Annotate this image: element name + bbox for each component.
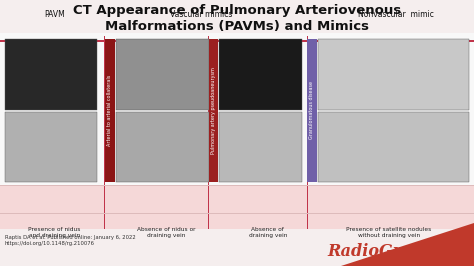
Text: CT Appearance of Pulmonary Arteriovenous: CT Appearance of Pulmonary Arteriovenous: [73, 4, 401, 17]
Bar: [0, 0, 474, 41]
Bar: [104, 36, 105, 229]
Bar: [116, 39, 209, 110]
Bar: [5, 112, 97, 182]
Text: Malformations (PAVMs) and Mimics: Malformations (PAVMs) and Mimics: [105, 20, 369, 33]
Bar: [307, 36, 308, 229]
Bar: [0, 213, 474, 214]
Bar: [307, 39, 317, 182]
Bar: [116, 112, 209, 182]
Bar: [0, 33, 474, 185]
Text: Presence of nidus
and draining vein: Presence of nidus and draining vein: [28, 227, 81, 238]
Text: Pulmonary artery pseudoaneurysm: Pulmonary artery pseudoaneurysm: [211, 67, 216, 154]
Text: Vascular mimics: Vascular mimics: [170, 10, 233, 19]
Text: Granulomatous disease: Granulomatous disease: [310, 81, 314, 139]
Bar: [208, 36, 209, 229]
Bar: [209, 39, 218, 182]
Bar: [0, 185, 474, 186]
Text: Absence of
draining vein: Absence of draining vein: [249, 227, 287, 238]
Text: Nonvascular  mimic: Nonvascular mimic: [358, 10, 434, 19]
Bar: [5, 39, 97, 110]
Bar: [0, 36, 474, 229]
Bar: [219, 39, 302, 110]
Bar: [0, 229, 474, 266]
Text: Absence of nidus or
draining vein: Absence of nidus or draining vein: [137, 227, 195, 238]
Polygon shape: [341, 223, 474, 266]
Bar: [105, 39, 115, 182]
Text: RadioGraphics: RadioGraphics: [328, 243, 460, 260]
Text: Raptis DA et al. Published online: January 6, 2022
https://doi.org/10.1148/rg.21: Raptis DA et al. Published online: Janua…: [5, 235, 136, 246]
Bar: [318, 39, 469, 110]
Bar: [0, 40, 474, 42]
Bar: [219, 112, 302, 182]
Text: Arterial to arterial collaterals: Arterial to arterial collaterals: [108, 75, 112, 146]
Text: Presence of satellite nodules
without draining vein: Presence of satellite nodules without dr…: [346, 227, 431, 238]
Text: PAVM: PAVM: [44, 10, 65, 19]
Bar: [318, 112, 469, 182]
